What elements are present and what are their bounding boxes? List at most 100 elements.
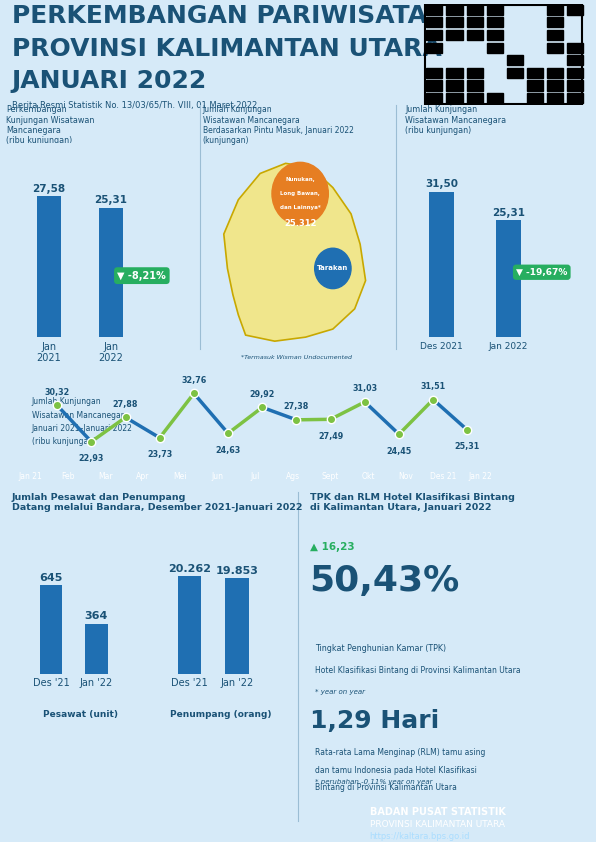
FancyBboxPatch shape <box>426 81 442 91</box>
FancyBboxPatch shape <box>446 56 462 66</box>
FancyBboxPatch shape <box>467 68 483 78</box>
Polygon shape <box>224 163 365 341</box>
Text: PROVINSI KALIMANTAN UTARA: PROVINSI KALIMANTAN UTARA <box>12 36 442 61</box>
Text: 1,29 Hari: 1,29 Hari <box>309 709 439 733</box>
Circle shape <box>272 163 328 225</box>
Text: 25.312: 25.312 <box>284 220 316 228</box>
Text: PROVINSI KALIMANTAN UTARA: PROVINSI KALIMANTAN UTARA <box>370 820 505 829</box>
Text: *Termasuk Wisman Undocumented: *Termasuk Wisman Undocumented <box>241 355 352 360</box>
Bar <box>178 576 201 674</box>
FancyBboxPatch shape <box>567 93 583 104</box>
FancyBboxPatch shape <box>426 5 442 15</box>
Text: Sept: Sept <box>322 472 339 481</box>
Bar <box>40 585 63 674</box>
Text: Jumlah Kunjungan
Wisatawan Mancanegara
Berdasarkan Pintu Masuk, Januari 2022
(ku: Jumlah Kunjungan Wisatawan Mancanegara B… <box>203 105 353 146</box>
Text: Jun: Jun <box>212 472 224 481</box>
Text: 27,88: 27,88 <box>113 400 138 408</box>
FancyBboxPatch shape <box>507 93 523 104</box>
Text: 27,38: 27,38 <box>284 402 309 411</box>
FancyBboxPatch shape <box>446 18 462 28</box>
Text: 31,51: 31,51 <box>421 381 446 391</box>
Text: 50,43%: 50,43% <box>309 564 460 599</box>
Text: 30,32: 30,32 <box>45 387 70 397</box>
Text: Jan 22: Jan 22 <box>468 472 492 481</box>
Text: Ags: Ags <box>286 472 300 481</box>
Text: 31,03: 31,03 <box>352 384 377 393</box>
Text: 22,93: 22,93 <box>79 454 104 463</box>
Text: Perkembangan
Kunjungan Wisatawan
Mancanegara
(ribu kunjungan): Perkembangan Kunjungan Wisatawan Mancane… <box>6 105 94 146</box>
Text: Des 21: Des 21 <box>430 472 457 481</box>
FancyBboxPatch shape <box>467 81 483 91</box>
Text: Jan 21: Jan 21 <box>18 472 42 481</box>
FancyBboxPatch shape <box>487 56 503 66</box>
FancyBboxPatch shape <box>567 68 583 78</box>
Text: 364: 364 <box>85 611 108 621</box>
Text: 25,31: 25,31 <box>455 442 480 451</box>
FancyBboxPatch shape <box>446 93 462 104</box>
Text: Jul: Jul <box>251 472 260 481</box>
Text: https://kaltara.bps.go.id: https://kaltara.bps.go.id <box>370 832 470 841</box>
FancyBboxPatch shape <box>547 93 563 104</box>
Text: Nunukan,: Nunukan, <box>285 177 315 182</box>
Text: 25,31: 25,31 <box>94 195 128 205</box>
FancyBboxPatch shape <box>507 30 523 40</box>
Text: Long Bawan,: Long Bawan, <box>280 191 320 196</box>
Text: Jumlah Kunjungan
Wisatawan Mancanegara
Januari 2021–Januari 2022
(ribu kunjungan: Jumlah Kunjungan Wisatawan Mancanegara J… <box>32 397 132 446</box>
Text: PERKEMBANGAN PARIWISATA: PERKEMBANGAN PARIWISATA <box>12 4 427 29</box>
FancyBboxPatch shape <box>426 68 442 78</box>
Text: Feb: Feb <box>61 472 74 481</box>
Bar <box>85 624 108 674</box>
Text: 31,50: 31,50 <box>425 179 458 189</box>
Text: TPK dan RLM Hotel Klasifikasi Bintang
di Kalimantan Utara, Januari 2022: TPK dan RLM Hotel Klasifikasi Bintang di… <box>310 493 515 512</box>
Text: dan Lainnya*: dan Lainnya* <box>280 205 321 210</box>
Text: Hotel Klasifikasi Bintang di Provinsi Kalimantan Utara: Hotel Klasifikasi Bintang di Provinsi Ka… <box>315 666 521 675</box>
FancyBboxPatch shape <box>487 5 503 15</box>
Text: Apr: Apr <box>136 472 150 481</box>
FancyBboxPatch shape <box>426 30 442 40</box>
Text: 25,31: 25,31 <box>492 208 525 218</box>
Bar <box>37 196 61 337</box>
Text: 32,76: 32,76 <box>181 376 206 385</box>
FancyBboxPatch shape <box>567 18 583 28</box>
FancyBboxPatch shape <box>426 56 442 66</box>
Text: Mei: Mei <box>173 472 187 481</box>
FancyBboxPatch shape <box>426 93 442 104</box>
FancyBboxPatch shape <box>426 43 442 53</box>
FancyBboxPatch shape <box>467 93 483 104</box>
Text: 20.262: 20.262 <box>168 564 211 574</box>
FancyBboxPatch shape <box>467 5 483 15</box>
Text: BADAN PUSAT STATISTIK: BADAN PUSAT STATISTIK <box>370 807 505 817</box>
FancyBboxPatch shape <box>487 81 503 91</box>
Text: 23,73: 23,73 <box>147 450 172 459</box>
FancyBboxPatch shape <box>547 43 563 53</box>
FancyBboxPatch shape <box>446 81 462 91</box>
FancyBboxPatch shape <box>487 68 503 78</box>
FancyBboxPatch shape <box>567 43 583 53</box>
FancyBboxPatch shape <box>446 68 462 78</box>
Bar <box>429 192 454 337</box>
Text: Jumlah Pesawat dan Penumpang
Datang melalui Bandara, Desember 2021-Januari 2022: Jumlah Pesawat dan Penumpang Datang mela… <box>12 493 302 512</box>
FancyBboxPatch shape <box>567 81 583 91</box>
FancyBboxPatch shape <box>547 81 563 91</box>
Text: Jumlah Kunjungan
Wisatawan Mancanegara
(ribu kunjungan): Jumlah Kunjungan Wisatawan Mancanegara (… <box>405 105 507 135</box>
Bar <box>99 208 123 337</box>
Text: 24,63: 24,63 <box>215 445 241 455</box>
Text: ▲ 16,23: ▲ 16,23 <box>309 542 354 552</box>
FancyBboxPatch shape <box>527 93 543 104</box>
Text: Tingkat Penghunian Kamar (TPK): Tingkat Penghunian Kamar (TPK) <box>315 644 446 653</box>
Text: dan tamu Indonesia pada Hotel Klasifikasi: dan tamu Indonesia pada Hotel Klasifikas… <box>315 765 477 775</box>
Text: Bintang di Provinsi Kalimantan Utara: Bintang di Provinsi Kalimantan Utara <box>315 783 457 792</box>
Bar <box>225 578 249 674</box>
Text: JANUARI 2022: JANUARI 2022 <box>12 69 207 93</box>
Text: Penumpang (orang): Penumpang (orang) <box>170 710 271 719</box>
FancyBboxPatch shape <box>446 30 462 40</box>
FancyBboxPatch shape <box>547 18 563 28</box>
Text: Mar: Mar <box>98 472 113 481</box>
Text: Rata-rata Lama Menginap (RLM) tamu asing: Rata-rata Lama Menginap (RLM) tamu asing <box>315 749 486 757</box>
Bar <box>496 220 521 337</box>
FancyBboxPatch shape <box>527 43 543 53</box>
FancyBboxPatch shape <box>527 68 543 78</box>
FancyBboxPatch shape <box>487 93 503 104</box>
FancyBboxPatch shape <box>547 68 563 78</box>
Text: Okt: Okt <box>361 472 375 481</box>
